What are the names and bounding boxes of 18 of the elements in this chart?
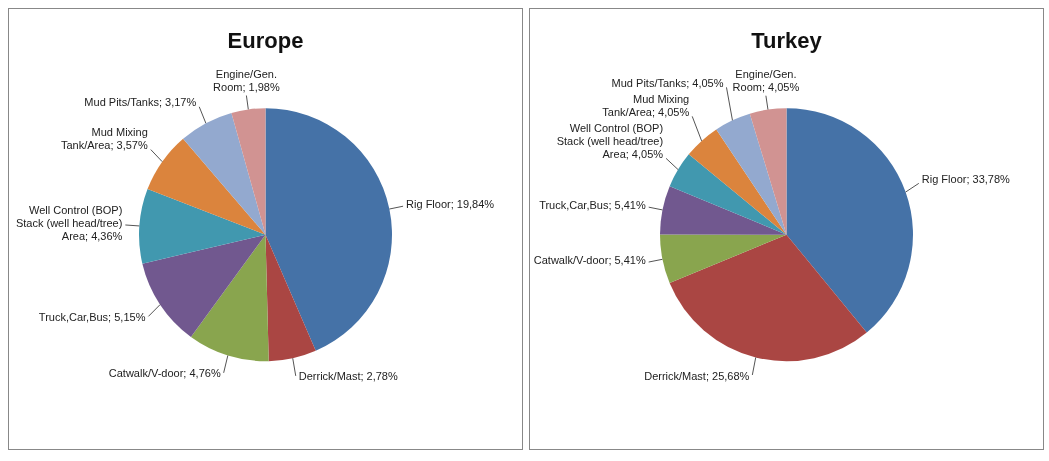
slice-label: Truck,Car,Bus; 5,41% xyxy=(539,199,646,212)
slice-label: Truck,Car,Bus; 5,15% xyxy=(38,310,146,323)
chart-title: Turkey xyxy=(751,28,823,54)
slice-label: Rig Floor; 19,84% xyxy=(406,198,495,211)
slice-label: Mud Pits/Tanks; 3,17% xyxy=(84,96,197,109)
chart-title: Europe xyxy=(227,28,304,54)
slice-label: Well Control (BOP) Stack (well head/tree) Area; 4,36% xyxy=(15,204,123,243)
slice-label: Rig Floor; 33,78% xyxy=(921,172,1011,185)
slice-label: Engine/Gen. Room; 1,98% xyxy=(213,68,280,94)
slice-label: Mud Mixing Tank/Area; 3,57% xyxy=(60,126,148,152)
slice-label: Mud Pits/Tanks; 4,05% xyxy=(611,76,724,89)
slice-label: Catwalk/V-door; 4,76% xyxy=(108,367,221,380)
slice-label: Derrick/Mast; 25,68% xyxy=(644,369,750,382)
slice-label: Catwalk/V-door; 5,41% xyxy=(533,254,646,267)
slice-label: Mud Mixing Tank/Area; 4,05% xyxy=(602,92,690,118)
slice-label: Engine/Gen. Room; 4,05% xyxy=(732,68,800,94)
slice-label: Derrick/Mast; 2,78% xyxy=(298,370,398,383)
slice-label: Well Control (BOP) Stack (well head/tree) Area; 4,05% xyxy=(556,121,664,160)
